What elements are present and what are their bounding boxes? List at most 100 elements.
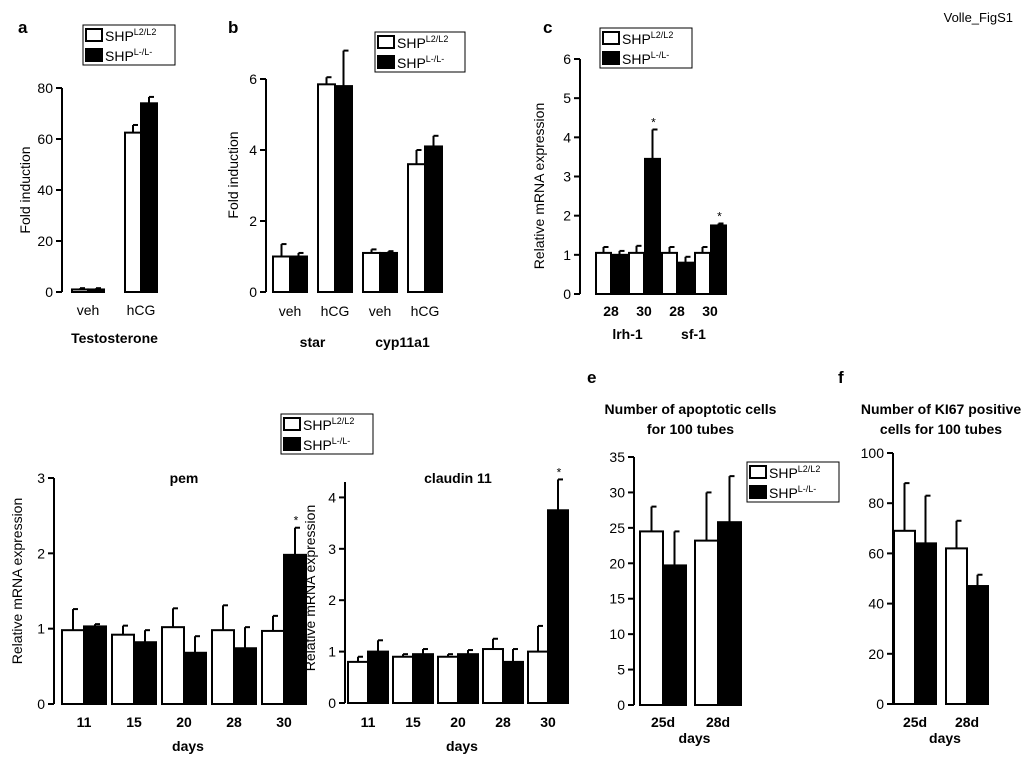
bar-shp-l2-l2	[61, 629, 85, 706]
y-axis-label: Relative mRNA expression	[302, 505, 318, 672]
bar-shp-l-l	[677, 261, 694, 295]
y-tick-label: 3	[37, 470, 45, 486]
bar-shp-l-l	[334, 85, 353, 293]
bar-shp-l2-l2	[639, 530, 664, 707]
bar-shp-l-l	[914, 542, 937, 705]
bar-shp-l-l	[966, 585, 989, 706]
x-tick-label: 11	[77, 714, 92, 730]
legend-swatch	[377, 55, 395, 69]
bar-shp-l-l	[183, 651, 207, 705]
y-axis-label: Fold induction	[17, 146, 33, 233]
legend-entry-superscript: L-/L-	[134, 47, 153, 57]
bar-shp-l-l	[87, 288, 105, 294]
bar-shp-l-l	[710, 224, 727, 295]
y-tick-label: 40	[37, 182, 53, 198]
legend-entry-superscript: L-/L-	[426, 54, 445, 64]
y-tick-label: 0	[563, 286, 571, 302]
y-tick-label: 1	[563, 247, 571, 263]
y-tick-label: 6	[563, 51, 571, 67]
chart-title: pem	[170, 470, 199, 486]
y-tick-label: 5	[563, 90, 571, 106]
legend-entry-superscript: L2/L2	[332, 416, 355, 426]
y-tick-label: 20	[609, 555, 625, 571]
y-tick-label: 2	[37, 545, 45, 561]
bar-shp-l-l	[662, 564, 687, 707]
legend-entry-base: SHP	[622, 31, 651, 47]
bar-shp-l-l	[140, 102, 158, 293]
legend-swatch	[85, 28, 103, 42]
x-tick-label: 28	[603, 303, 619, 319]
y-tick-label: 60	[868, 545, 884, 561]
legend-entry-superscript: L-/L-	[332, 436, 351, 446]
chart-title-line: for 100 tubes	[647, 421, 734, 437]
bar-shp-l-l	[289, 255, 308, 293]
bar-shp-l2-l2	[317, 83, 336, 293]
y-tick-label: 5	[617, 662, 625, 678]
legend-entry-superscript: L2/L2	[426, 34, 449, 44]
chart-title-line: Number of apoptotic cells	[605, 401, 777, 417]
panel-letter-b: b	[228, 18, 238, 37]
panel-e: e 0 5 10 15 20 25 30 35 Number of apoptotic cells…	[587, 368, 777, 746]
panel-letter-f: f	[838, 368, 844, 387]
bar-shp-l-l	[457, 653, 479, 705]
bar-shp-l2-l2	[362, 251, 381, 293]
significance-marker: *	[717, 210, 722, 224]
y-tick-label: 4	[563, 129, 571, 145]
panel-b: b 0 2 4 6 Fold induction veh hCG veh hCG star cyp11…	[225, 18, 443, 350]
y-tick-label: 1	[328, 644, 336, 660]
panel-a: a 0 20 40 60 80 Fold induction veh hCG Testostero…	[17, 18, 158, 346]
y-tick-label: 10	[609, 626, 625, 642]
x-tick-label: 30	[636, 303, 652, 319]
x-tick-label: 30	[702, 303, 718, 319]
bar-shp-l2-l2	[111, 633, 135, 706]
panel-letter-e: e	[587, 368, 596, 387]
bar-shp-l2-l2	[893, 529, 916, 705]
x-axis-label: days	[172, 738, 204, 754]
panel-d1: 0 1 2 3 Relative mRNA expression pem 11 15 20 28 3…	[9, 470, 307, 754]
legend-entry-base: SHP	[105, 28, 134, 44]
y-tick-label: 3	[563, 169, 571, 185]
bar-shp-l2-l2	[628, 251, 645, 295]
significance-marker: *	[651, 116, 656, 130]
bar-shp-l2-l2	[392, 655, 414, 705]
bar-shp-l2-l2	[661, 251, 678, 295]
panel-c: c 0 1 2 3 4 5 6 Relative mRNA expression 28 30 28 30…	[531, 18, 727, 342]
x-tick-label: veh	[369, 303, 392, 319]
y-tick-label: 40	[868, 596, 884, 612]
y-tick-label: 2	[328, 592, 336, 608]
x-tick-label: veh	[77, 302, 100, 318]
y-axis-label: Relative mRNA expression	[531, 103, 547, 270]
legend-entry-label: SHPL2/L2	[105, 27, 156, 44]
legend-entry-superscript: L2/L2	[798, 464, 821, 474]
x-axis-label: days	[679, 730, 711, 746]
bar-shp-l2-l2	[527, 650, 549, 705]
legend-entry-label: SHPL-/L-	[622, 50, 669, 67]
legend-entry-superscript: L2/L2	[651, 30, 674, 40]
panel-letter-c: c	[543, 18, 552, 37]
x-tick-label: 15	[126, 714, 142, 730]
y-tick-label: 0	[328, 695, 336, 711]
y-tick-label: 0	[876, 696, 884, 712]
y-tick-label: 0	[37, 696, 45, 712]
legend-swatch	[602, 31, 620, 45]
y-tick-label: 0	[617, 697, 625, 713]
bar-shp-l-l	[547, 509, 569, 705]
bar-shp-l2-l2	[595, 251, 612, 295]
x-tick-label: veh	[279, 303, 302, 319]
y-tick-label: 6	[249, 71, 257, 87]
x-tick-label: 20	[450, 714, 466, 730]
legend-entry-label: SHPL2/L2	[397, 34, 448, 51]
group-label: cyp11a1	[375, 334, 430, 350]
y-tick-label: 1	[37, 621, 45, 637]
legend-entry-base: SHP	[303, 417, 332, 433]
x-tick-label: 28	[495, 714, 511, 730]
x-tick-label: 28d	[706, 714, 730, 730]
x-tick-label: 28	[669, 303, 685, 319]
bar-shp-l2-l2	[272, 255, 291, 293]
legend-swatch	[602, 51, 620, 65]
y-tick-label: 80	[868, 495, 884, 511]
panel-letter-a: a	[18, 18, 28, 37]
